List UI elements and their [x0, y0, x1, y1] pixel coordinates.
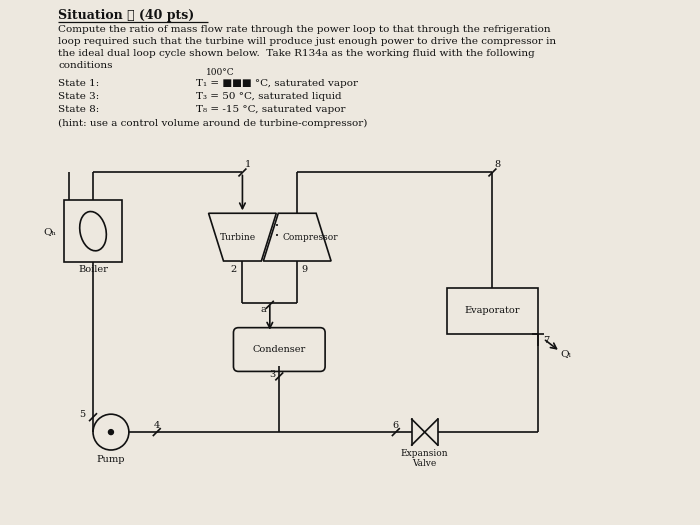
- Text: Evaporator: Evaporator: [465, 306, 520, 315]
- Text: 1: 1: [244, 161, 251, 170]
- Text: loop required such that the turbine will produce just enough power to drive the : loop required such that the turbine will…: [58, 37, 556, 46]
- Text: 100°C: 100°C: [206, 68, 234, 77]
- Text: 4: 4: [153, 421, 160, 430]
- Text: Qₗ: Qₗ: [560, 350, 571, 359]
- Text: T₁ = ■■■ °C, saturated vapor: T₁ = ■■■ °C, saturated vapor: [195, 79, 358, 88]
- Text: 8: 8: [494, 161, 500, 170]
- Text: 3: 3: [269, 371, 275, 380]
- Text: State 8:: State 8:: [58, 105, 99, 114]
- Text: Situation ⚠ (40 pts): Situation ⚠ (40 pts): [58, 9, 195, 23]
- Text: Qₕ: Qₕ: [43, 227, 56, 236]
- Text: (hint: use a control volume around de turbine-compressor): (hint: use a control volume around de tu…: [58, 119, 368, 128]
- Text: 2: 2: [230, 265, 237, 274]
- Text: Compute the ratio of mass flow rate through the power loop to that through the r: Compute the ratio of mass flow rate thro…: [58, 25, 551, 34]
- Text: 7: 7: [543, 335, 550, 344]
- Text: Boiler: Boiler: [78, 265, 108, 274]
- Text: State 1:: State 1:: [58, 79, 99, 88]
- Text: a: a: [260, 305, 266, 314]
- Text: 5: 5: [79, 410, 85, 419]
- Text: T₃ = 50 °C, saturated liquid: T₃ = 50 °C, saturated liquid: [195, 92, 341, 101]
- Text: Pump: Pump: [97, 455, 125, 464]
- Text: 6: 6: [393, 421, 399, 430]
- Text: T₈ = -15 °C, saturated vapor: T₈ = -15 °C, saturated vapor: [195, 105, 345, 114]
- Text: conditions: conditions: [58, 61, 113, 70]
- Bar: [447, 288, 538, 333]
- Text: Condenser: Condenser: [253, 345, 306, 354]
- Text: State 3:: State 3:: [58, 92, 99, 101]
- Text: Expansion
Valve: Expansion Valve: [401, 449, 449, 468]
- Circle shape: [108, 429, 113, 435]
- Text: the ideal dual loop cycle shown below.  Take R134a as the working fluid with the: the ideal dual loop cycle shown below. T…: [58, 49, 535, 58]
- Bar: [64, 201, 122, 262]
- Text: Turbine: Turbine: [219, 233, 256, 242]
- Text: Compressor: Compressor: [282, 233, 338, 242]
- Text: 9: 9: [301, 265, 307, 274]
